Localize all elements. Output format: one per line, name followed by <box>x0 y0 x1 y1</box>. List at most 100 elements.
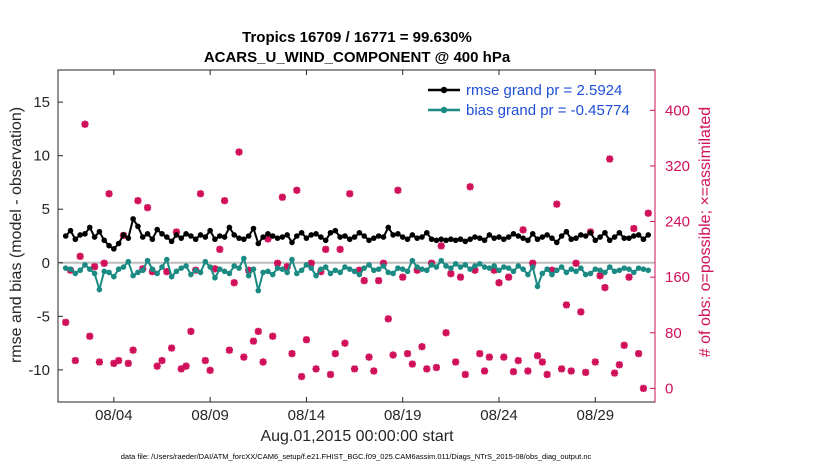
bias-point <box>375 266 382 273</box>
rmse-point <box>457 236 464 243</box>
obs-count-point <box>606 155 614 163</box>
legend-marker-bias <box>440 106 448 114</box>
bias-point <box>423 267 430 274</box>
rmse-point <box>351 234 358 240</box>
bias-point <box>448 265 454 271</box>
rmse-point <box>192 236 199 243</box>
bias-point <box>395 265 401 271</box>
obs-count-point <box>577 308 585 316</box>
bias-point <box>226 270 233 277</box>
right-y-tick-label: 80 <box>665 325 682 342</box>
bias-point <box>457 264 464 270</box>
rmse-point <box>250 225 257 232</box>
bias-point <box>351 268 358 275</box>
obs-count-point <box>95 358 104 366</box>
rmse-point <box>366 237 372 244</box>
obs-count-point <box>216 245 224 253</box>
rmse-point <box>236 235 242 241</box>
rmse-point <box>318 234 324 240</box>
obs-count-point <box>105 190 113 198</box>
right-y-tick-label: 400 <box>665 102 690 119</box>
plot-axes: -10 -5 0 5 10 15 0 80 160 240 320 400 08/04 08/09 08/1… <box>28 69 690 424</box>
bias-point <box>144 257 151 264</box>
obs-count-point <box>394 186 402 194</box>
bias-point <box>241 255 247 262</box>
rmse-point <box>549 235 555 241</box>
bias-point <box>587 270 594 277</box>
rmse-point <box>452 237 459 244</box>
rmse-point <box>139 234 146 240</box>
bias-point <box>294 270 300 277</box>
obs-count-point <box>466 183 474 191</box>
bias-point <box>539 270 546 277</box>
bias-point <box>207 264 213 270</box>
rmse-point <box>568 236 575 243</box>
rmse-point <box>154 226 160 233</box>
rmse-point <box>443 237 449 244</box>
rmse-point <box>539 234 546 240</box>
obs-count-point <box>269 332 277 340</box>
bias-point <box>188 271 194 278</box>
bias-point <box>645 267 652 274</box>
rmse-point <box>111 246 117 252</box>
obs-count-point <box>81 120 89 128</box>
obs-count-point <box>630 224 638 233</box>
y-tick-label: -5 <box>37 308 50 325</box>
bias-point <box>86 266 93 273</box>
bias-point <box>308 265 315 271</box>
rmse-point <box>125 235 132 241</box>
rmse-point <box>245 233 252 239</box>
bias-point <box>520 266 526 273</box>
rmse-point <box>269 233 276 239</box>
y-tick-label: 15 <box>33 94 50 111</box>
y-tick-label: 0 <box>42 255 50 272</box>
obs-count-point <box>485 353 493 361</box>
obs-count-point <box>519 226 527 234</box>
obs-count-point <box>432 363 441 372</box>
bias-point <box>544 266 550 273</box>
rmse-point <box>303 235 310 241</box>
rmse-point <box>602 229 608 236</box>
bias-point <box>491 263 497 269</box>
obs-count-point <box>553 200 561 208</box>
rmse-point <box>91 234 98 240</box>
rmse-point <box>553 239 560 246</box>
rmse-point <box>313 231 319 237</box>
x-tick-label: 08/09 <box>191 407 229 424</box>
bias-point <box>578 265 584 271</box>
rmse-point <box>216 233 223 239</box>
rmse-point <box>101 237 108 244</box>
bias-point <box>597 267 603 274</box>
bias-point <box>231 263 238 269</box>
bias-point <box>505 265 512 271</box>
rmse-point <box>520 235 526 241</box>
bias-point <box>183 263 189 269</box>
bias-point <box>125 258 132 265</box>
obs-count-point <box>476 350 484 358</box>
rmse-point <box>395 231 401 237</box>
rmse-point <box>390 232 396 238</box>
bias-point <box>380 263 387 269</box>
rmse-point <box>202 234 209 240</box>
rmse-point <box>534 236 541 243</box>
rmse-point <box>486 232 493 238</box>
bias-point <box>135 269 141 276</box>
obs-count-point <box>591 358 599 366</box>
bias-point <box>616 267 623 274</box>
bias-point <box>313 272 319 279</box>
rmse-point <box>606 237 613 244</box>
rmse-point <box>525 237 531 244</box>
obs-count-point <box>360 277 368 285</box>
x-axis-label: Aug.01,2015 00:00:00 start <box>260 428 454 445</box>
right-y-tick-label: 320 <box>665 158 690 175</box>
rmse-point <box>640 236 647 243</box>
rmse-point <box>86 224 93 231</box>
rmse-point <box>448 236 454 243</box>
obs-count-point <box>331 350 339 358</box>
rmse-point <box>438 236 445 243</box>
bias-point <box>274 265 281 271</box>
bias-point <box>111 273 117 280</box>
bias-point <box>409 257 416 264</box>
obs-count-point <box>509 368 518 376</box>
